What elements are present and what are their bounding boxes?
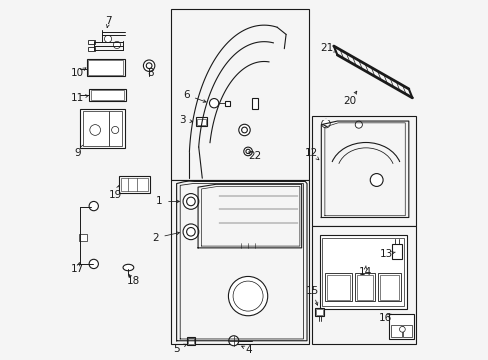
Bar [312, 226, 415, 344]
Text: 12: 12 [305, 148, 318, 158]
Circle shape [113, 41, 121, 49]
Bar [403, 325, 411, 337]
Circle shape [111, 126, 119, 134]
Circle shape [90, 125, 101, 135]
Circle shape [209, 99, 218, 108]
Bar [326, 275, 349, 300]
Bar [378, 273, 400, 301]
Bar [187, 337, 195, 345]
Text: 11: 11 [71, 93, 84, 103]
Circle shape [244, 147, 252, 156]
Bar [196, 117, 206, 126]
Text: 22: 22 [247, 151, 261, 161]
Bar [251, 98, 258, 109]
Bar [88, 60, 123, 75]
Bar [171, 180, 308, 344]
Bar [390, 325, 401, 337]
Text: 18: 18 [127, 276, 140, 286]
Text: 9: 9 [74, 148, 81, 158]
Bar [188, 338, 194, 344]
Circle shape [89, 259, 98, 269]
Ellipse shape [123, 264, 134, 271]
Bar [316, 309, 322, 315]
Text: 21: 21 [319, 43, 333, 53]
Circle shape [321, 119, 329, 128]
Circle shape [183, 224, 198, 240]
Circle shape [143, 60, 155, 71]
Circle shape [89, 202, 98, 211]
Bar [90, 90, 124, 100]
Text: 2: 2 [152, 233, 159, 243]
Circle shape [369, 174, 382, 186]
Circle shape [186, 197, 195, 206]
Text: 20: 20 [343, 96, 356, 107]
Bar [89, 89, 125, 102]
Bar [324, 273, 351, 301]
Text: 6: 6 [183, 90, 189, 100]
Bar [391, 244, 402, 258]
Bar [354, 273, 374, 301]
Text: 13: 13 [379, 249, 392, 259]
Text: 3: 3 [178, 115, 185, 125]
Bar [380, 275, 398, 300]
Bar [88, 47, 95, 51]
Text: 1: 1 [156, 197, 163, 206]
Bar [312, 116, 415, 226]
Bar [86, 59, 124, 76]
Text: 8: 8 [147, 68, 154, 78]
Bar [121, 178, 148, 192]
Circle shape [245, 149, 250, 154]
Bar [322, 238, 404, 306]
Circle shape [228, 276, 267, 316]
Circle shape [228, 336, 238, 346]
Circle shape [399, 327, 405, 332]
Circle shape [354, 121, 362, 128]
Circle shape [238, 124, 250, 136]
Bar [108, 111, 122, 146]
Text: 15: 15 [305, 287, 318, 296]
Bar [197, 118, 205, 125]
Text: 5: 5 [173, 343, 180, 354]
Text: 16: 16 [378, 312, 391, 323]
Circle shape [104, 35, 111, 42]
Bar [171, 9, 308, 180]
Bar [80, 109, 124, 148]
Text: 14: 14 [358, 267, 371, 277]
Bar [88, 40, 95, 44]
Text: 7: 7 [105, 16, 112, 26]
Circle shape [186, 228, 195, 236]
Bar [388, 314, 413, 339]
Bar [80, 234, 87, 241]
Bar [315, 307, 323, 316]
Text: 19: 19 [108, 190, 122, 200]
Bar [319, 235, 406, 309]
Text: 4: 4 [245, 345, 252, 355]
Circle shape [183, 194, 198, 209]
Circle shape [233, 281, 263, 311]
Circle shape [146, 63, 152, 68]
Bar [356, 275, 372, 300]
Bar [119, 176, 149, 193]
Text: 10: 10 [71, 68, 84, 78]
Bar [83, 111, 108, 146]
Text: 17: 17 [71, 264, 84, 274]
Bar [224, 101, 230, 106]
Circle shape [241, 127, 247, 133]
